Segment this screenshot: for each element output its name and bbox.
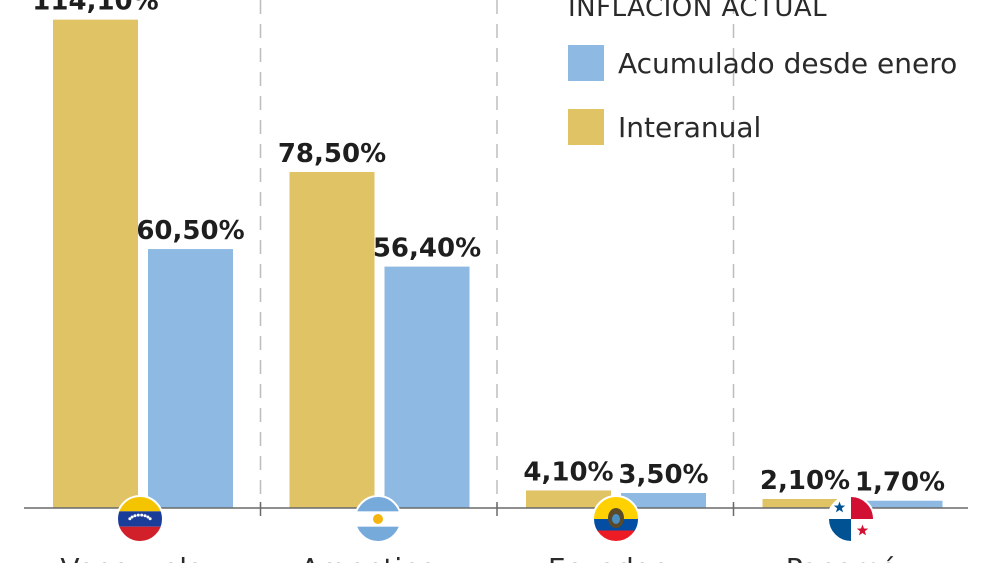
value-label-interanual-ecuador: 4,10% [523,457,613,487]
bars [53,19,943,508]
legend-swatch-acumulado [568,45,604,81]
category-separators [259,0,735,516]
value-label-acumulado-desde-enero-panama: 1,70% [855,468,945,498]
legend-label-interanual: Interanual [618,111,761,144]
country-flags [116,495,875,543]
venezuela-flag-icon [116,495,164,543]
bar-interanual-argentina [289,172,375,508]
panama-flag-icon [827,495,875,543]
bar-acumulado-desde-enero-venezuela [148,249,233,508]
value-label-interanual-venezuela: 114,10% [32,0,158,17]
value-label-interanual-panama: 2,10% [760,466,850,496]
bar-interanual-venezuela [53,19,138,508]
country-labels: Venezuela Argentina Ecuador Panamá [60,552,897,563]
value-label-acumulado-desde-enero-ecuador: 3,50% [618,460,708,490]
value-label-acumulado-desde-enero-argentina: 56,40% [373,234,481,264]
bar-acumulado-desde-enero-ecuador [621,493,706,508]
value-label-acumulado-desde-enero-venezuela: 60,50% [136,216,244,246]
bar-acumulado-desde-enero-argentina [384,266,470,508]
bar-interanual-ecuador [526,490,611,508]
country-label-argentina: Argentina [300,552,437,563]
country-label-venezuela: Venezuela [60,552,204,563]
value-label-interanual-argentina: 78,50% [278,139,386,169]
legend-swatch-interanual [568,109,604,145]
legend: INFLACIÓN ACTUAL Acumulado desde enero I… [568,0,957,145]
ecuador-flag-icon [592,495,640,543]
argentina-flag-icon [354,495,402,543]
value-labels: 114,10% 60,50% 78,50% 56,40% 4,10% 3,50% 2,10%… [32,0,945,498]
bar-interanual-panama [762,499,848,508]
country-label-ecuador: Ecuador [548,552,663,563]
country-label-panama: Panamá [786,552,898,563]
legend-title: INFLACIÓN ACTUAL [568,0,827,23]
bar-acumulado-desde-enero-panama [857,500,943,508]
legend-label-acumulado: Acumulado desde enero [618,47,957,80]
